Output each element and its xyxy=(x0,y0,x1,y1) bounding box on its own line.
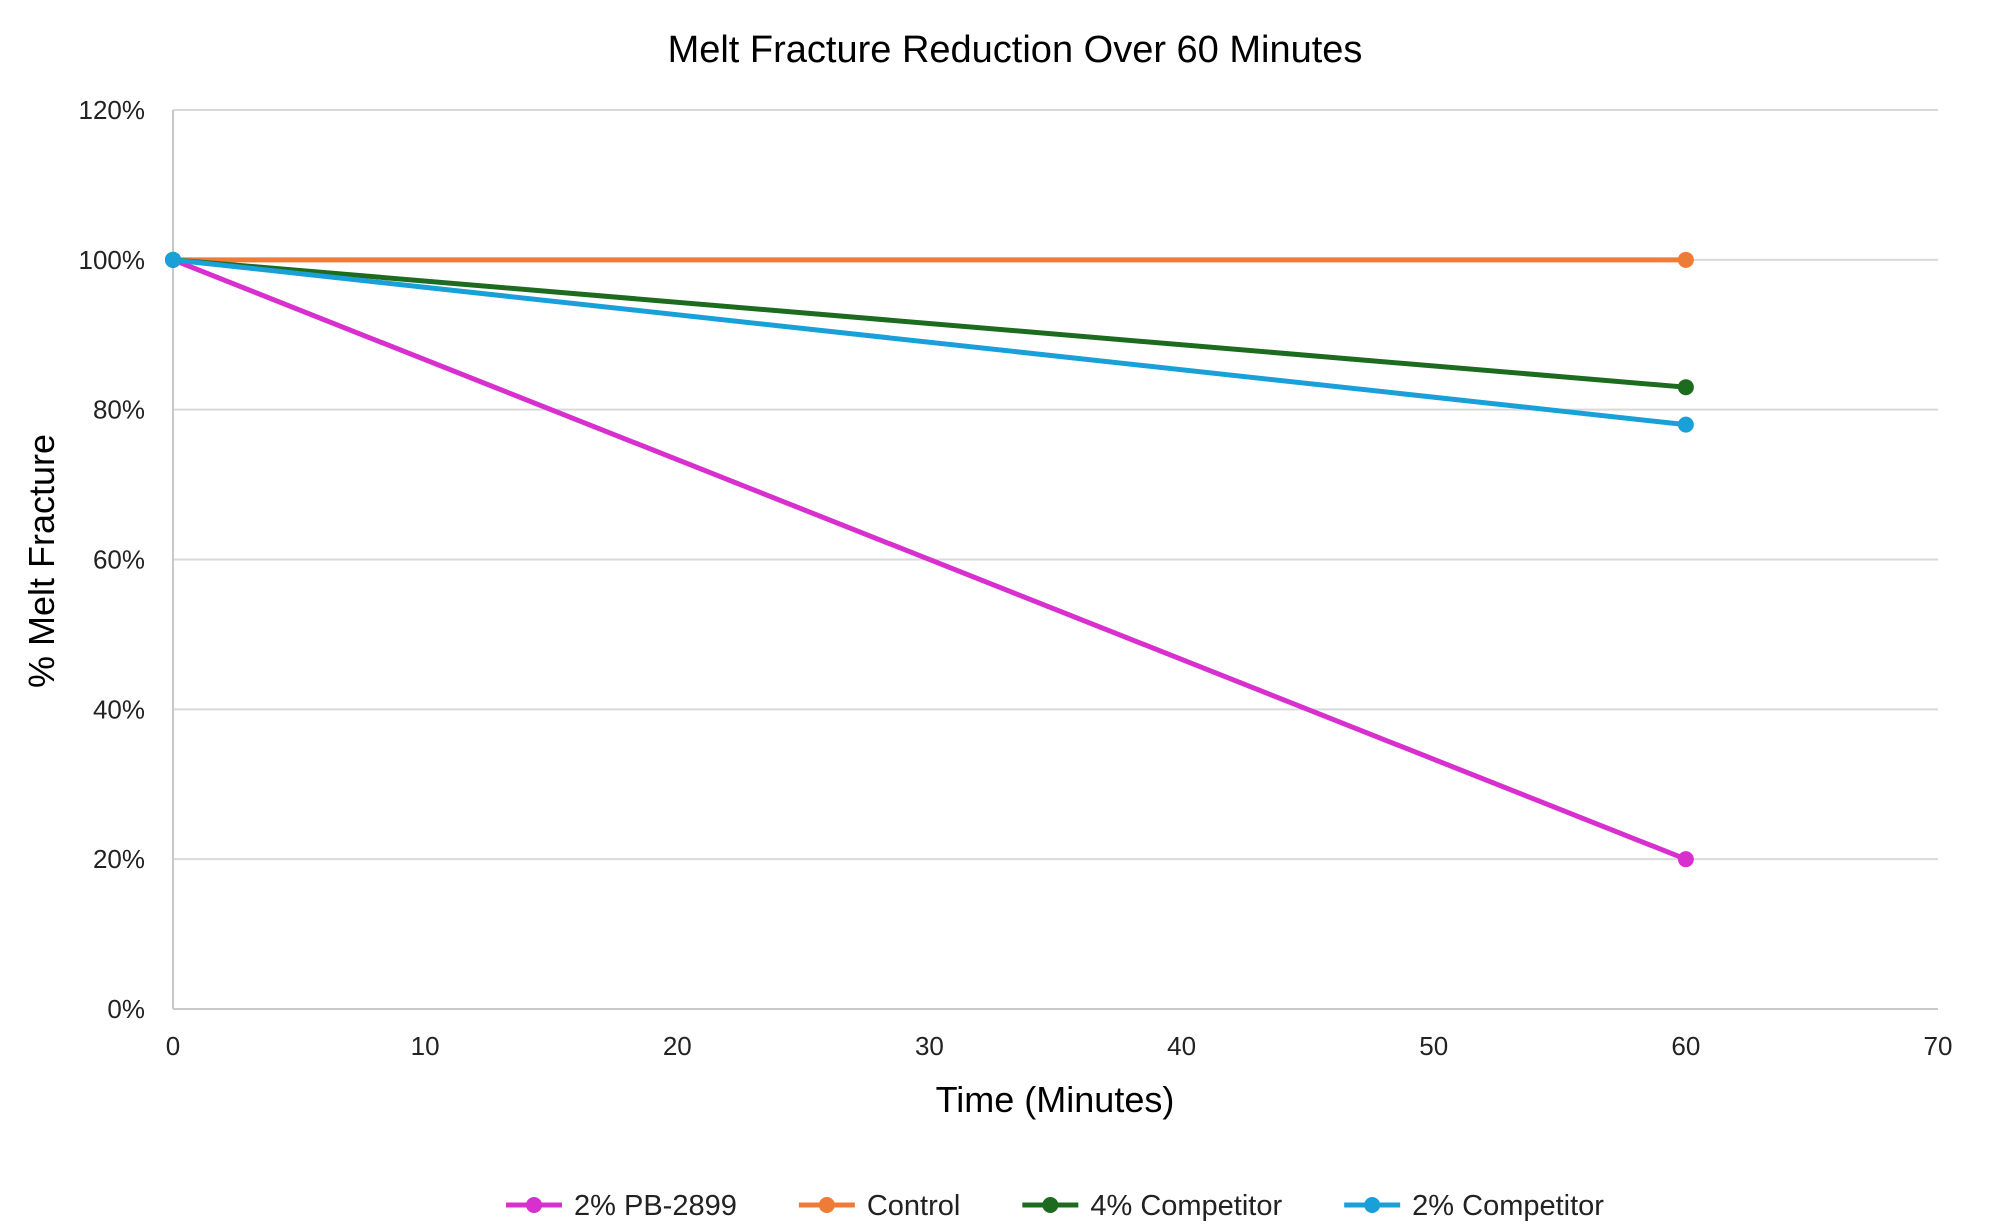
x-tick-label: 10 xyxy=(411,1031,440,1061)
y-tick-label: 120% xyxy=(79,95,146,125)
legend-label: 4% Competitor xyxy=(1090,1190,1282,1222)
legend-marker-3 xyxy=(1364,1197,1381,1213)
legend-marker-2 xyxy=(1042,1197,1059,1213)
y-tick-label: 40% xyxy=(93,694,145,724)
gridlines xyxy=(173,109,1938,861)
legend: 2% PB-2899 Control 4% Competitor 2% Competi… xyxy=(506,1190,1604,1222)
y-tick-label: 20% xyxy=(93,844,145,874)
x-tick-label: 30 xyxy=(915,1031,944,1061)
series-lines xyxy=(165,251,1694,868)
series-line-2 xyxy=(170,257,1689,390)
data-point-0-1 xyxy=(1677,851,1694,868)
x-tick-label: 70 xyxy=(1924,1031,1953,1061)
y-tick-label: 100% xyxy=(79,245,146,275)
x-tick-label: 60 xyxy=(1671,1031,1700,1061)
tick-labels: 0% 20% 40% 60% 80% 100% 120% 0 10 20 30 40 50 60 70 xyxy=(79,95,1953,1061)
series-line-3 xyxy=(170,257,1689,428)
legend-marker-1 xyxy=(818,1197,835,1213)
x-axis-title: Time (Minutes) xyxy=(936,1079,1175,1120)
legend-label: 2% Competitor xyxy=(1412,1190,1604,1222)
x-tick-label: 20 xyxy=(663,1031,692,1061)
legend-label: Control xyxy=(867,1190,961,1222)
y-tick-label: 80% xyxy=(93,395,145,425)
y-tick-label: 0% xyxy=(107,994,145,1024)
y-tick-label: 60% xyxy=(93,545,145,575)
x-tick-label: 50 xyxy=(1419,1031,1448,1061)
series-line-0 xyxy=(170,257,1689,862)
x-tick-label: 40 xyxy=(1167,1031,1196,1061)
y-axis-title: % Melt Fracture xyxy=(21,434,62,688)
data-point-3-1 xyxy=(1677,416,1694,433)
legend-label: 2% PB-2899 xyxy=(574,1190,737,1222)
data-point-1-1 xyxy=(1677,251,1694,268)
chart-title: Melt Fracture Reduction Over 60 Minutes xyxy=(668,29,1363,71)
legend-marker-0 xyxy=(526,1197,543,1213)
x-tick-label: 0 xyxy=(166,1031,180,1061)
data-point-3-0 xyxy=(165,251,181,268)
data-point-2-1 xyxy=(1677,379,1694,396)
